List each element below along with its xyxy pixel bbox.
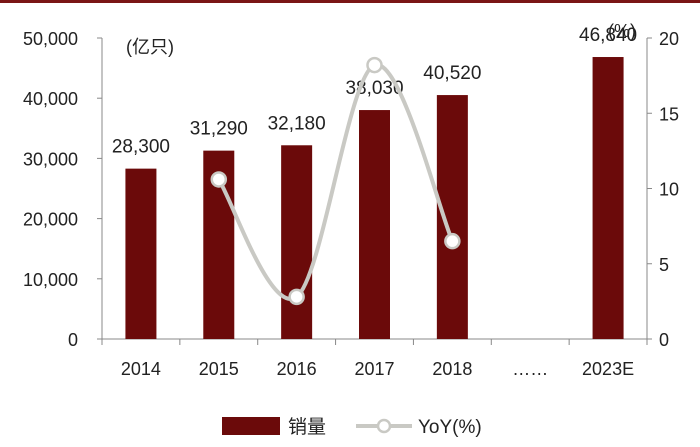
yoy-point-2017 bbox=[366, 56, 383, 74]
left-tick-label: 20,000 bbox=[23, 210, 78, 230]
x-tick-label: 2018 bbox=[432, 359, 472, 379]
legend-bar-swatch bbox=[222, 417, 280, 435]
yoy-point-2018 bbox=[444, 232, 461, 250]
bar-data-label: 32,180 bbox=[268, 113, 326, 134]
right-tick-label: 10 bbox=[659, 180, 679, 200]
left-tick-label: 50,000 bbox=[23, 29, 78, 49]
yoy-point-2016 bbox=[288, 288, 305, 306]
right-tick-label: 20 bbox=[659, 29, 679, 49]
bar-2018 bbox=[436, 95, 468, 339]
x-tick-label: 2023E bbox=[582, 359, 634, 379]
legend-line-marker bbox=[376, 418, 392, 434]
bar-2017 bbox=[359, 110, 390, 339]
legend-bar-label: 销量 bbox=[288, 416, 326, 438]
left-axis-unit: (亿只) bbox=[126, 37, 174, 57]
x-tick-label: 2014 bbox=[121, 359, 161, 379]
right-tick-label: 0 bbox=[659, 330, 669, 350]
left-tick-label: 40,000 bbox=[23, 89, 78, 109]
yoy-line bbox=[217, 63, 455, 301]
bar-2016 bbox=[281, 145, 313, 339]
yoy-point-2015 bbox=[210, 171, 228, 188]
left-tick-label: 0 bbox=[68, 330, 78, 350]
right-tick-label: 5 bbox=[659, 255, 669, 275]
legend-line-label: YoY(%) bbox=[418, 417, 482, 438]
bar-2014 bbox=[125, 168, 157, 339]
x-tick-label: 2015 bbox=[199, 359, 239, 379]
top-rule bbox=[0, 0, 700, 3]
left-tick-label: 30,000 bbox=[23, 149, 78, 169]
left-tick-label: 10,000 bbox=[23, 270, 78, 290]
x-tick-label: 2017 bbox=[354, 359, 394, 379]
bar-data-label: 31,290 bbox=[190, 119, 248, 140]
right-axis-unit: (%) bbox=[608, 21, 636, 41]
bar-data-label: 46,840 bbox=[579, 25, 637, 46]
bar-data-label: 28,300 bbox=[112, 137, 170, 158]
bar-2023E bbox=[592, 57, 624, 340]
bar-data-label: 40,520 bbox=[423, 63, 481, 84]
x-tick-label: …… bbox=[512, 359, 548, 379]
x-tick-label: 2016 bbox=[277, 359, 317, 379]
right-tick-label: 15 bbox=[659, 104, 679, 124]
